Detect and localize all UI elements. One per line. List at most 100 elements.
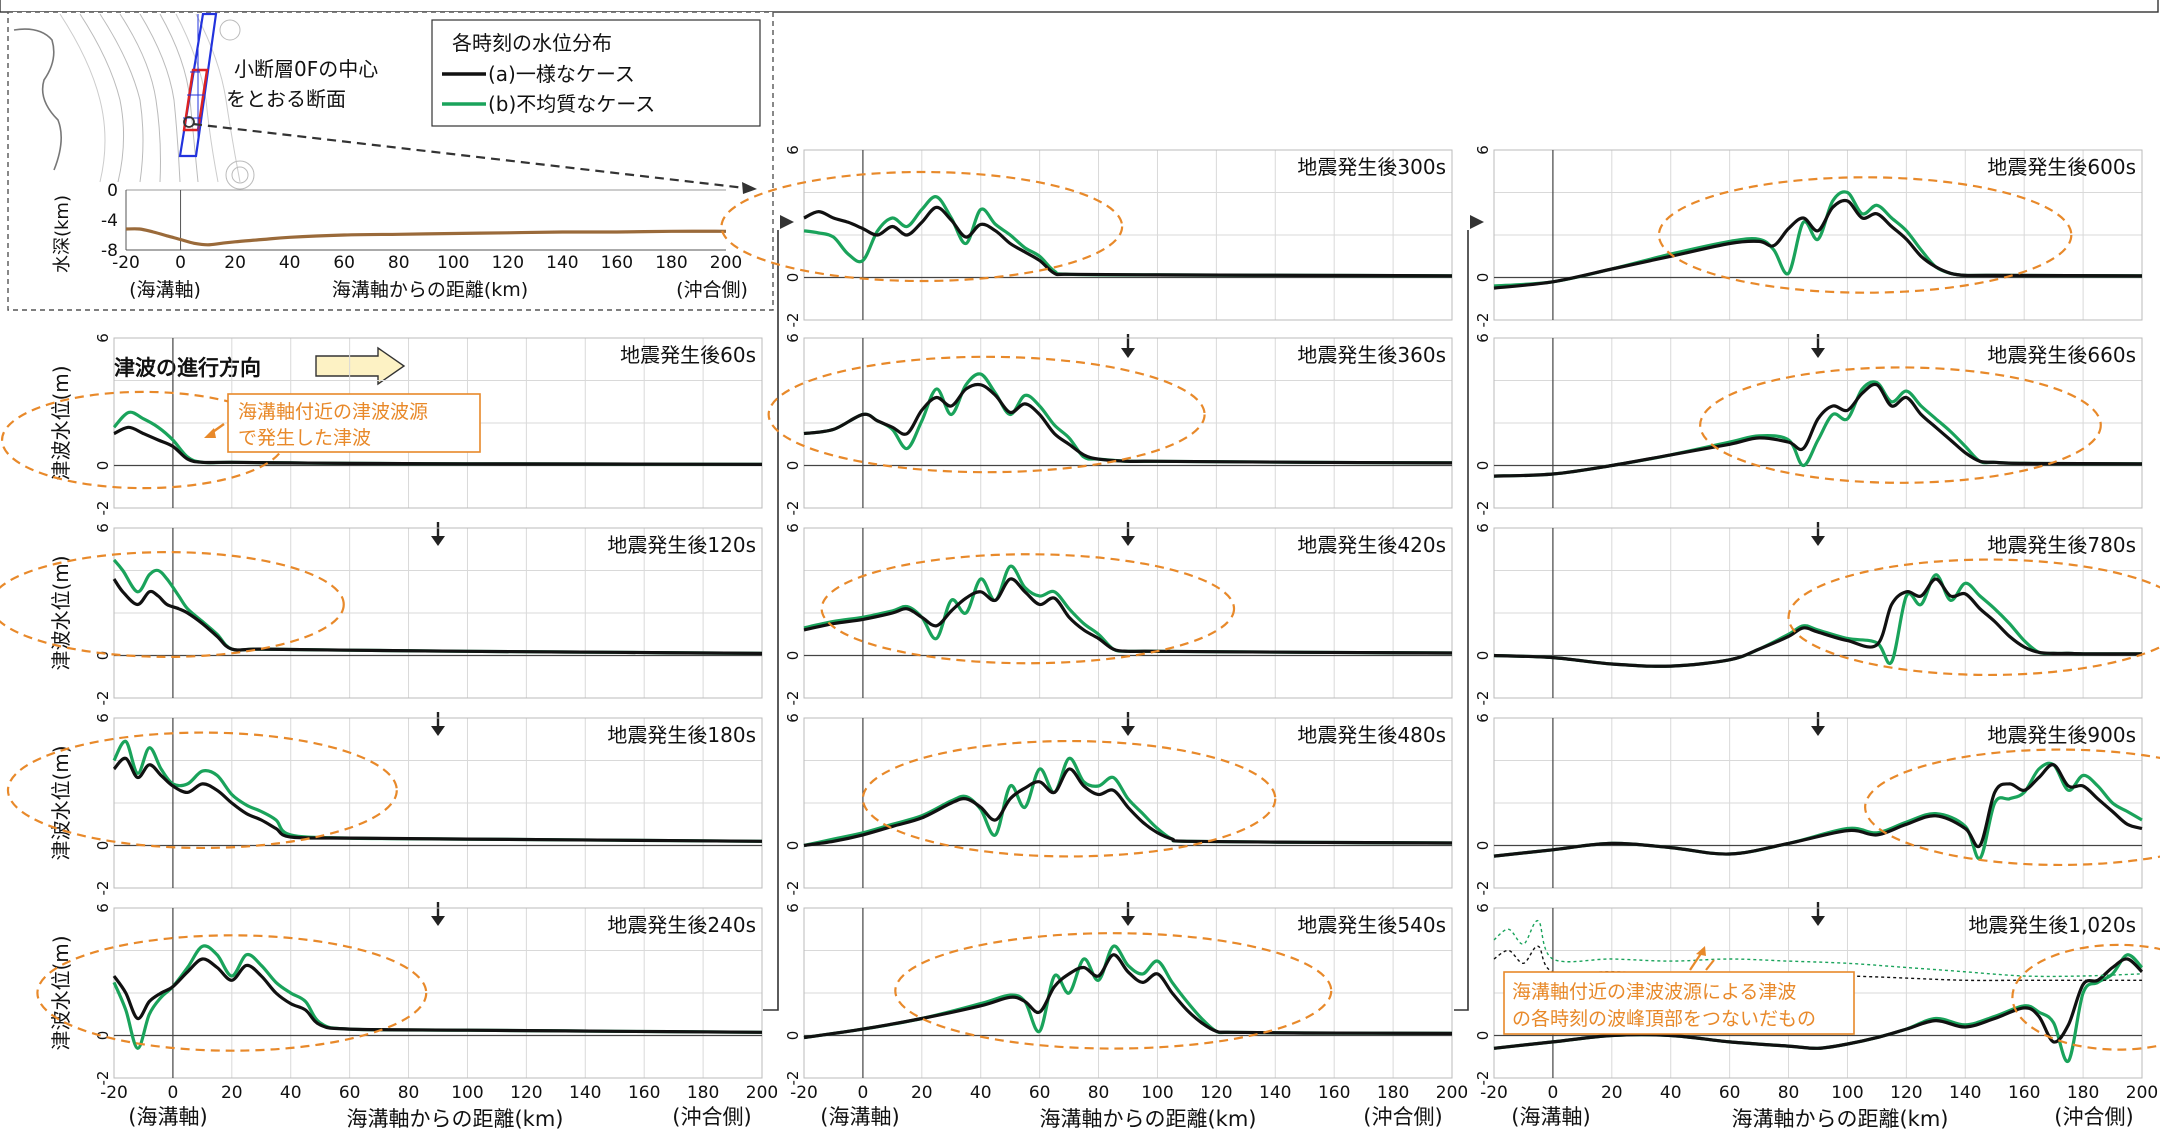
down-arrow-icon [431,536,445,546]
subfault-center-marker [183,116,195,128]
ytick-label: 0 [1474,1031,1492,1041]
chart-5: 6 0 -2 地震発生後300s [720,145,1453,358]
xtick-label: 180 [687,1083,719,1103]
depth-xtick-label: 20 [224,253,246,273]
xtick-label: 100 [1141,1083,1173,1103]
xtick-label: -20 [100,1083,128,1103]
chart-10: 6 0 -2 地震発生後600s [1474,145,2143,358]
col2-xlabel: 海溝軸からの距離(km) [1039,1107,1256,1131]
depth-xtick-label: 140 [546,253,578,273]
xtick-label: 200 [1436,1083,1468,1103]
ytick-label: 6 [784,145,802,155]
series-uniform-line [1493,577,2143,668]
depth-xtick-label: 0 [175,253,186,273]
series-uniform-line [112,756,763,843]
ytick-label: 6 [1474,523,1492,533]
ytick-label: 6 [1474,145,1492,155]
plot-frame [1493,907,2143,1079]
map-label-line2: をとおる断面 [226,87,346,111]
ytick-label: 6 [1474,713,1492,723]
ylabel: 津波水位(m) [49,745,73,860]
ytick-label: -2 [94,881,112,896]
highlight-ellipse [720,170,1124,283]
xtick-label: 20 [221,1083,243,1103]
plot-frame [113,337,763,509]
source-annotation-line2: で発生した津波 [238,427,371,449]
highlight-ellipse [36,934,428,1052]
xtick-label: 160 [2008,1083,2040,1103]
col2-right-note: (沖合側) [1363,1105,1442,1129]
xtick-label: -20 [1480,1083,1508,1103]
series-uniform-line [803,577,1453,655]
xtick-label: 80 [1088,1083,1110,1103]
xtick-label: 120 [1200,1083,1232,1103]
chart-title: 地震発生後240s [607,913,756,937]
ytick-label: 0 [94,841,112,851]
bathymetry-map [13,12,274,190]
ytick-label: -2 [784,1071,802,1086]
column-connector-2-arrowhead [1470,215,1484,229]
ytick-label: -2 [1474,501,1492,516]
chart-13: 6 0 -2 地震発生後900s [1474,713,2160,926]
highlight-ellipse [0,551,345,658]
depth-xtick-label: 60 [333,253,355,273]
crest-annotation-pointer-1 [1689,951,1703,971]
depth-xtick-label: 200 [710,253,742,273]
xtick-label: 200 [746,1083,778,1103]
ytick-label: -2 [784,881,802,896]
section-pointer-line [192,122,746,190]
chart-6: 6 0 -2 地震発生後360s [767,333,1453,546]
series-heterogeneous-line [112,739,763,843]
depth-right-note: (沖合側) [676,279,748,301]
depth-profile-chart: 0 -4 -8-20 0 20 40 60 80 100 120 140 160 180 200 [101,181,742,273]
depth-ytick-label: 0 [107,181,118,201]
ytick-label: 0 [94,461,112,471]
xtick-label: 120 [510,1083,542,1103]
ytick-label: -2 [1474,881,1492,896]
ytick-label: 0 [94,1031,112,1041]
highlight-ellipse [1787,558,2160,677]
col1-right-note: (沖合側) [672,1105,751,1129]
plot-frame [113,717,763,889]
series-uniform-line [803,205,1453,278]
ytick-label: 0 [784,461,802,471]
col3-left-note: (海溝軸) [1511,1105,1590,1129]
down-arrow-icon [1121,916,1135,926]
ytick-label: 0 [784,841,802,851]
chart-title: 地震発生後900s [1987,723,2136,747]
plot-frame [803,149,1453,321]
ytick-label: 0 [1474,651,1492,661]
xtick-label: 160 [628,1083,660,1103]
highlight-ellipse [1699,366,2102,484]
highlight-ellipse [1864,748,2160,867]
ytick-label: 6 [784,333,802,343]
xtick-label: 40 [1660,1083,1682,1103]
chart-title: 地震発生後480s [1297,723,1446,747]
highlight-ellipse [2011,943,2160,1051]
ytick-label: -2 [1474,313,1492,328]
col2-left-note: (海溝軸) [820,1105,899,1129]
depth-xtick-label: 180 [655,253,687,273]
ytick-label: -2 [1474,1071,1492,1086]
ytick-label: 6 [1474,333,1492,343]
plot-frame [113,527,763,699]
chart-title: 地震発生後360s [1297,343,1446,367]
depth-xlabel: 海溝軸からの距離(km) [332,279,528,301]
down-arrow-icon [431,726,445,736]
legend: 各時刻の水位分布 (a)一様なケース (b)不均質なケース [431,19,761,127]
depth-ylabel: 水深(km) [52,195,73,273]
ylabel: 津波水位(m) [49,365,73,480]
column-connector-2 [1454,230,1469,1011]
chart-title: 地震発生後1,020s [1968,913,2136,937]
xtick-label: 120 [1890,1083,1922,1103]
column-connector-1 [763,230,779,1011]
xtick-label: 180 [2067,1083,2099,1103]
waveform-charts: 60-2津波水位(m)地震発生後60s60-2津波水位(m)地震発生後120s6… [0,145,2160,1103]
down-arrow-icon [1811,348,1825,358]
plot-frame [1493,149,2143,321]
crest-annotation-line2: の各時刻の波峰頂部をつないだもの [1512,1008,1816,1030]
xtick-label: 140 [1259,1083,1291,1103]
